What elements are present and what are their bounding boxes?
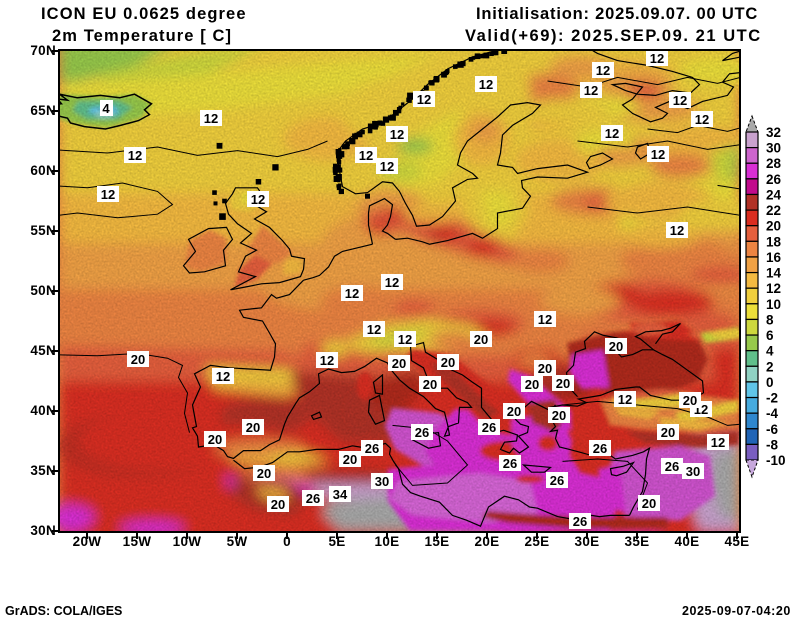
- svg-text:12: 12: [320, 353, 334, 368]
- svg-text:12: 12: [101, 187, 115, 202]
- svg-text:20: 20: [474, 332, 488, 347]
- svg-text:26: 26: [365, 441, 379, 456]
- svg-text:12: 12: [251, 192, 265, 207]
- svg-text:26: 26: [306, 491, 320, 506]
- svg-text:4: 4: [766, 344, 774, 359]
- svg-text:12: 12: [398, 332, 412, 347]
- svg-text:26: 26: [665, 459, 679, 474]
- svg-text:20: 20: [552, 408, 566, 423]
- svg-text:20: 20: [208, 432, 222, 447]
- svg-text:12: 12: [538, 312, 552, 327]
- svg-text:12: 12: [216, 369, 230, 384]
- svg-text:12: 12: [584, 83, 598, 98]
- svg-text:26: 26: [482, 420, 496, 435]
- svg-text:12: 12: [380, 159, 394, 174]
- svg-text:-8: -8: [766, 437, 778, 452]
- svg-text:12: 12: [711, 435, 725, 450]
- svg-text:20: 20: [423, 377, 437, 392]
- svg-text:20: 20: [246, 420, 260, 435]
- svg-text:24: 24: [766, 187, 782, 202]
- svg-text:20: 20: [271, 497, 285, 512]
- svg-text:26: 26: [415, 425, 429, 440]
- svg-text:26: 26: [573, 514, 587, 529]
- svg-text:18: 18: [766, 234, 782, 249]
- svg-text:30: 30: [686, 464, 700, 479]
- svg-text:26: 26: [593, 441, 607, 456]
- svg-text:20: 20: [556, 376, 570, 391]
- svg-text:-6: -6: [766, 422, 778, 437]
- svg-text:26: 26: [766, 172, 782, 187]
- svg-text:12: 12: [670, 223, 684, 238]
- svg-text:0: 0: [766, 375, 774, 390]
- svg-text:20: 20: [131, 352, 145, 367]
- svg-text:-2: -2: [766, 391, 778, 406]
- svg-text:20: 20: [441, 355, 455, 370]
- svg-text:-10: -10: [766, 453, 786, 468]
- svg-text:12: 12: [204, 111, 218, 126]
- svg-text:16: 16: [766, 250, 782, 265]
- svg-text:-4: -4: [766, 406, 778, 421]
- svg-text:30: 30: [766, 141, 781, 156]
- svg-text:32: 32: [766, 125, 781, 140]
- svg-text:10: 10: [766, 297, 781, 312]
- svg-text:12: 12: [651, 147, 665, 162]
- svg-text:8: 8: [766, 312, 774, 327]
- svg-text:12: 12: [596, 63, 610, 78]
- svg-text:20: 20: [683, 393, 697, 408]
- svg-text:12: 12: [766, 281, 781, 296]
- svg-text:20: 20: [538, 361, 552, 376]
- svg-text:4: 4: [102, 101, 110, 116]
- svg-text:22: 22: [766, 203, 781, 218]
- svg-text:12: 12: [128, 148, 142, 163]
- svg-text:26: 26: [503, 456, 517, 471]
- svg-text:12: 12: [479, 77, 493, 92]
- svg-text:6: 6: [766, 328, 774, 343]
- svg-text:34: 34: [333, 487, 348, 502]
- svg-text:20: 20: [609, 339, 623, 354]
- svg-text:2: 2: [766, 359, 774, 374]
- svg-text:14: 14: [766, 266, 782, 281]
- svg-text:20: 20: [642, 496, 656, 511]
- svg-text:20: 20: [525, 377, 539, 392]
- svg-text:12: 12: [673, 93, 687, 108]
- svg-text:12: 12: [367, 322, 381, 337]
- svg-text:12: 12: [605, 126, 619, 141]
- svg-text:26: 26: [550, 473, 564, 488]
- svg-text:12: 12: [385, 275, 399, 290]
- svg-text:20: 20: [661, 425, 675, 440]
- svg-text:30: 30: [375, 474, 389, 489]
- svg-text:12: 12: [359, 148, 373, 163]
- svg-text:20: 20: [766, 219, 781, 234]
- svg-text:12: 12: [695, 112, 709, 127]
- svg-text:12: 12: [345, 286, 359, 301]
- svg-text:12: 12: [390, 127, 404, 142]
- svg-text:12: 12: [650, 51, 664, 66]
- svg-text:20: 20: [507, 404, 521, 419]
- svg-text:28: 28: [766, 156, 782, 171]
- svg-text:12: 12: [417, 92, 431, 107]
- svg-text:12: 12: [618, 392, 632, 407]
- svg-text:20: 20: [392, 356, 406, 371]
- svg-text:20: 20: [257, 466, 271, 481]
- svg-text:20: 20: [343, 452, 357, 467]
